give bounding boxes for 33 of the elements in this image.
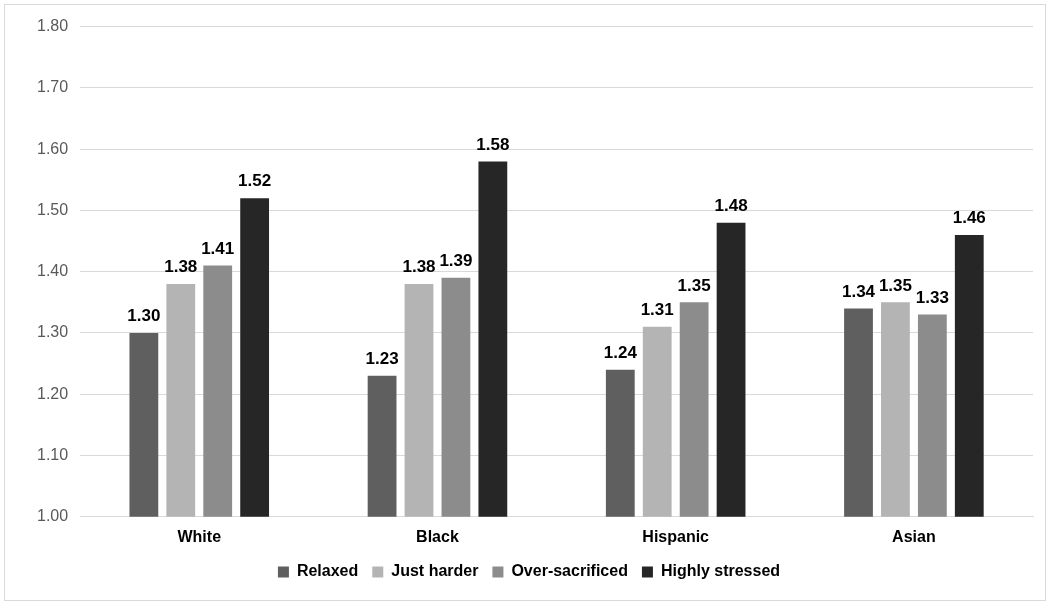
data-label: 1.33 — [915, 287, 949, 307]
data-label: 1.30 — [127, 306, 161, 326]
y-tick-label: 1.80 — [37, 17, 69, 35]
data-label: 1.48 — [714, 195, 748, 215]
data-label: 1.39 — [439, 251, 473, 271]
legend-label: Highly stressed — [660, 562, 781, 580]
data-label: 1.58 — [476, 134, 510, 154]
data-label: 1.24 — [603, 342, 638, 362]
data-label: 1.23 — [365, 349, 399, 369]
x-tick-label: Asian — [892, 527, 936, 545]
data-label: 1.34 — [841, 281, 876, 301]
data-label: 1.31 — [640, 300, 674, 320]
x-tick-label: Hispanic — [642, 527, 710, 545]
y-tick-label: 1.20 — [37, 384, 69, 402]
y-tick-label: 1.30 — [37, 323, 69, 341]
legend-label: Relaxed — [296, 562, 359, 580]
x-tick-label: White — [177, 527, 222, 545]
y-tick-label: 1.60 — [37, 139, 69, 157]
x-tick-label: Black — [416, 527, 459, 545]
data-label: 1.46 — [952, 208, 986, 228]
legend-label: Just harder — [391, 562, 479, 580]
y-tick-label: 1.00 — [37, 507, 69, 525]
data-label: 1.52 — [238, 171, 272, 191]
data-label: 1.38 — [402, 257, 436, 277]
y-tick-label: 1.40 — [37, 262, 69, 280]
data-label: 1.35 — [677, 275, 711, 295]
data-label: 1.35 — [878, 275, 912, 295]
y-tick-label: 1.50 — [37, 200, 69, 218]
data-label: 1.38 — [164, 257, 198, 277]
legend-label: Over-sacrificed — [511, 562, 628, 580]
data-label: 1.41 — [201, 238, 235, 258]
y-tick-label: 1.10 — [37, 445, 69, 463]
y-tick-label: 1.70 — [37, 78, 69, 96]
